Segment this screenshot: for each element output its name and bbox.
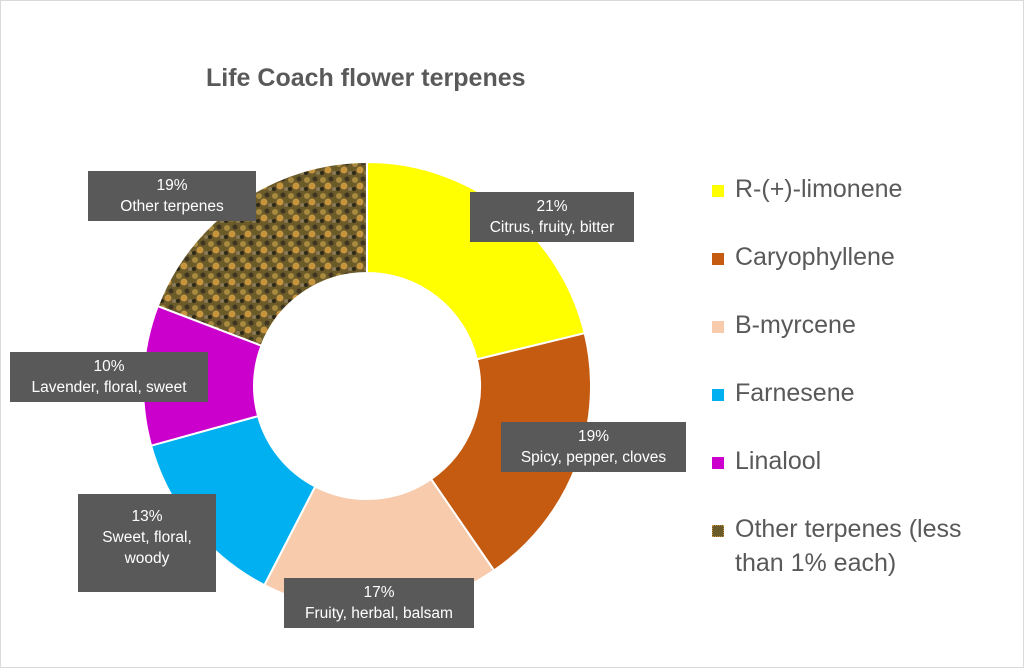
legend-swatch: [712, 253, 724, 265]
legend-item-limonene: R-(+)-limonene: [712, 172, 1012, 206]
legend-label: Farnesene: [735, 379, 855, 407]
label-percent: 10%: [93, 358, 125, 375]
legend-item-farnesene: Farnesene: [712, 376, 1012, 410]
legend-item-other: Other terpenes (less than 1% each): [712, 512, 1015, 580]
legend-label: Other terpenes (less than 1% each): [735, 515, 962, 577]
legend-swatch: [712, 185, 724, 197]
label-percent: 13%: [131, 508, 163, 525]
legend-swatch: [712, 457, 724, 469]
label-myrcene: 17% Fruity, herbal, balsam: [284, 578, 474, 628]
label-percent: 19%: [577, 428, 610, 445]
label-percent: 17%: [363, 584, 395, 601]
chart-legend: R-(+)-limonene Caryophyllene B-myrcene F…: [712, 172, 1012, 614]
label-description: Sweet, floral, woody: [102, 529, 192, 567]
label-percent: 19%: [156, 177, 188, 194]
slice-other: [156, 160, 368, 347]
legend-label: Caryophyllene: [735, 243, 895, 271]
label-description: Fruity, herbal, balsam: [305, 605, 453, 622]
legend-item-myrcene: B-myrcene: [712, 308, 1012, 342]
legend-label: R-(+)-limonene: [735, 175, 903, 203]
legend-swatch-texture: [712, 525, 724, 537]
label-limonene: 21% Citrus, fruity, bitter: [470, 192, 634, 242]
label-percent: 21%: [536, 198, 568, 215]
label-description: Spicy, pepper, cloves: [520, 449, 667, 466]
legend-item-caryophyllene: Caryophyllene: [712, 240, 1012, 274]
label-caryophyllene: 19% Spicy, pepper, cloves: [501, 422, 686, 472]
label-other: 19% Other terpenes: [88, 171, 256, 221]
slice-limonene: [366, 160, 586, 361]
donut-slices: [142, 160, 592, 611]
legend-item-linalool: Linalool: [712, 444, 1012, 478]
label-description: Citrus, fruity, bitter: [489, 219, 615, 236]
legend-label: B-myrcene: [735, 311, 856, 339]
legend-swatch: [712, 389, 724, 401]
label-linalool: 10% Lavender, floral, sweet: [10, 352, 208, 402]
chart-title: Life Coach flower terpenes: [206, 64, 526, 92]
legend-label: Linalool: [735, 447, 822, 475]
label-description: Lavender, floral, sweet: [31, 379, 187, 396]
label-description: Other terpenes: [120, 198, 224, 215]
legend-swatch: [712, 321, 724, 333]
label-farnesene: 13% Sweet, floral, woody: [78, 494, 216, 592]
